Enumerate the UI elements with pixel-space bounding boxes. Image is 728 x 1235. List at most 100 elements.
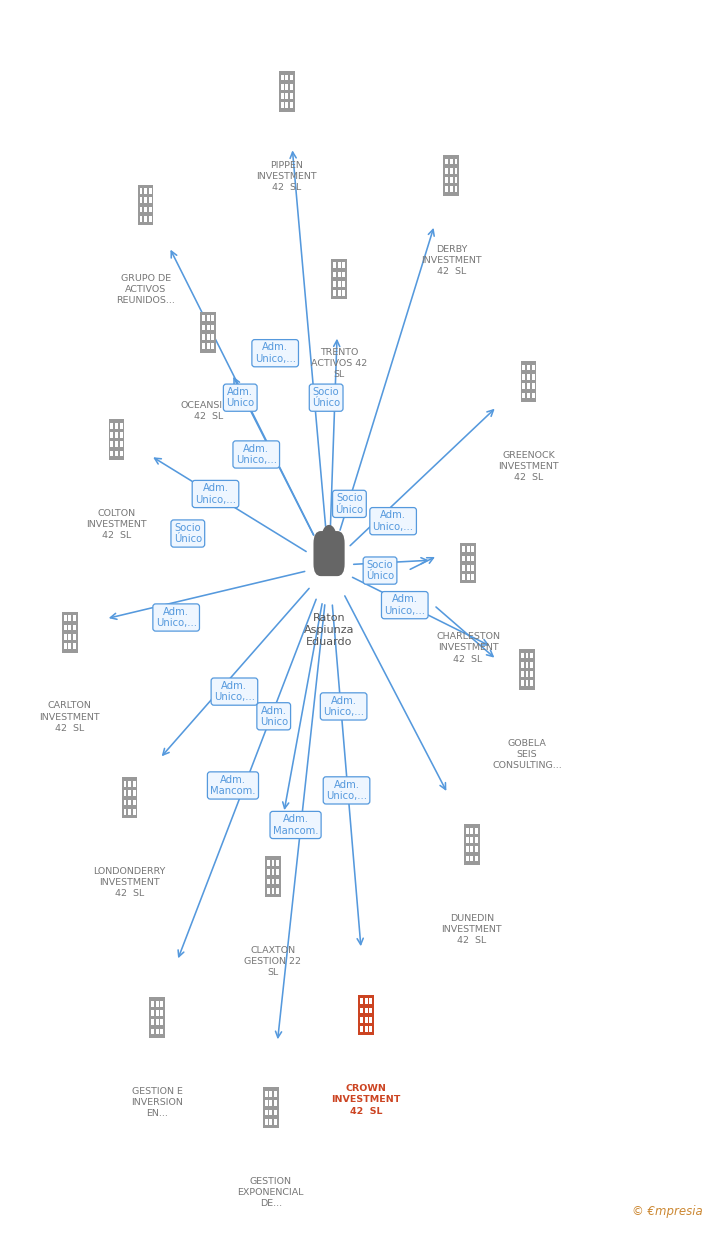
Bar bbox=[115, 432, 118, 438]
Bar bbox=[527, 383, 530, 389]
Bar bbox=[149, 206, 151, 212]
Bar bbox=[470, 846, 473, 852]
Bar bbox=[160, 1000, 163, 1007]
Bar bbox=[454, 177, 457, 183]
Bar bbox=[530, 671, 533, 677]
Bar bbox=[527, 364, 530, 370]
Bar bbox=[276, 869, 279, 876]
Bar bbox=[467, 556, 470, 562]
Bar bbox=[149, 997, 165, 1037]
Text: Socio
Único: Socio Único bbox=[336, 493, 363, 515]
Bar bbox=[454, 168, 457, 174]
Bar bbox=[124, 790, 127, 797]
Bar bbox=[331, 258, 347, 299]
Bar bbox=[272, 888, 274, 894]
Bar bbox=[471, 556, 474, 562]
Text: Raton
Aspiunza
Eduardo: Raton Aspiunza Eduardo bbox=[304, 613, 355, 647]
FancyBboxPatch shape bbox=[314, 531, 344, 576]
Bar bbox=[276, 878, 279, 884]
Bar bbox=[124, 799, 127, 805]
Text: CLAXTON
GESTION 22
SL: CLAXTON GESTION 22 SL bbox=[245, 946, 301, 977]
Bar bbox=[68, 643, 71, 650]
Bar bbox=[531, 393, 534, 399]
Bar bbox=[285, 84, 288, 90]
Bar bbox=[285, 103, 288, 109]
Bar bbox=[119, 432, 122, 438]
Bar bbox=[73, 615, 76, 621]
Bar bbox=[450, 168, 453, 174]
Bar bbox=[526, 662, 529, 668]
Bar bbox=[446, 158, 448, 164]
Bar bbox=[211, 343, 214, 350]
Bar bbox=[333, 262, 336, 268]
Bar bbox=[68, 634, 71, 640]
Bar bbox=[119, 451, 122, 457]
Bar bbox=[467, 546, 470, 552]
Bar bbox=[138, 184, 154, 225]
Text: Adm.
Unico: Adm. Unico bbox=[226, 387, 254, 409]
Bar bbox=[523, 364, 526, 370]
Bar bbox=[140, 206, 143, 212]
Bar bbox=[269, 1091, 272, 1097]
Bar bbox=[290, 84, 293, 90]
Bar bbox=[475, 856, 478, 862]
Bar bbox=[73, 634, 76, 640]
Bar bbox=[73, 625, 76, 631]
Bar bbox=[443, 154, 459, 195]
Bar bbox=[360, 1016, 363, 1023]
Bar bbox=[527, 393, 530, 399]
Text: Adm.
Unico: Adm. Unico bbox=[260, 705, 288, 727]
Circle shape bbox=[323, 526, 336, 548]
Bar bbox=[519, 648, 535, 689]
Bar bbox=[475, 837, 478, 844]
Text: COLTON
INVESTMENT
42  SL: COLTON INVESTMENT 42 SL bbox=[86, 509, 147, 540]
Bar bbox=[272, 869, 274, 876]
Bar bbox=[111, 422, 114, 429]
Bar bbox=[281, 103, 284, 109]
Bar bbox=[523, 374, 526, 380]
Bar bbox=[111, 441, 114, 447]
Bar bbox=[132, 790, 135, 797]
Bar bbox=[471, 564, 474, 571]
Bar bbox=[333, 290, 336, 296]
Bar bbox=[274, 1100, 277, 1107]
Bar bbox=[521, 680, 524, 687]
Bar bbox=[333, 272, 336, 278]
Bar bbox=[211, 325, 214, 331]
Bar bbox=[115, 451, 118, 457]
Text: Adm.
Unico,...: Adm. Unico,... bbox=[373, 510, 414, 532]
Bar bbox=[365, 1026, 368, 1032]
Bar bbox=[523, 393, 526, 399]
Bar bbox=[207, 325, 210, 331]
Bar bbox=[140, 216, 143, 222]
Bar bbox=[211, 333, 214, 340]
Text: GOBELA
SEIS
CONSULTING...: GOBELA SEIS CONSULTING... bbox=[492, 739, 562, 769]
Bar bbox=[466, 846, 469, 852]
Bar bbox=[156, 1019, 159, 1025]
Bar bbox=[274, 1119, 277, 1125]
Bar bbox=[269, 1100, 272, 1107]
Bar bbox=[358, 994, 374, 1035]
Bar bbox=[460, 542, 476, 583]
Text: Adm.
Mancom.: Adm. Mancom. bbox=[273, 814, 318, 836]
Bar bbox=[202, 325, 205, 331]
Bar bbox=[265, 1109, 268, 1115]
Text: DUNEDIN
INVESTMENT
42  SL: DUNEDIN INVESTMENT 42 SL bbox=[441, 914, 502, 945]
Text: GESTION E
INVERSION
EN...: GESTION E INVERSION EN... bbox=[131, 1087, 183, 1118]
Bar bbox=[521, 361, 537, 401]
Bar bbox=[530, 652, 533, 658]
Bar bbox=[124, 809, 127, 815]
Bar bbox=[531, 374, 534, 380]
Text: Adm.
Unico,...: Adm. Unico,... bbox=[214, 680, 255, 703]
Bar bbox=[119, 441, 122, 447]
Bar bbox=[471, 546, 474, 552]
Bar bbox=[149, 198, 151, 204]
Bar bbox=[68, 625, 71, 631]
Bar bbox=[274, 1091, 277, 1097]
Bar bbox=[122, 777, 138, 818]
Bar bbox=[450, 177, 453, 183]
Bar bbox=[68, 615, 71, 621]
Bar bbox=[464, 824, 480, 864]
Bar bbox=[530, 680, 533, 687]
Bar bbox=[111, 451, 114, 457]
